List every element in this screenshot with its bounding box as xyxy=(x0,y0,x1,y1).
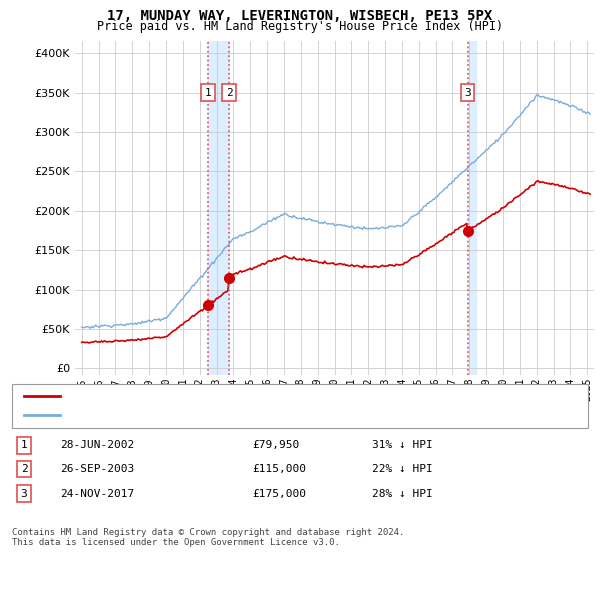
Text: 2: 2 xyxy=(226,87,232,97)
Text: £115,000: £115,000 xyxy=(252,464,306,474)
Text: HPI: Average price, detached house, Fenland: HPI: Average price, detached house, Fenl… xyxy=(72,411,341,420)
Text: 28-JUN-2002: 28-JUN-2002 xyxy=(60,441,134,450)
Text: 17, MUNDAY WAY, LEVERINGTON, WISBECH, PE13 5PX: 17, MUNDAY WAY, LEVERINGTON, WISBECH, PE… xyxy=(107,9,493,23)
Text: 3: 3 xyxy=(464,87,471,97)
Text: Contains HM Land Registry data © Crown copyright and database right 2024.
This d: Contains HM Land Registry data © Crown c… xyxy=(12,528,404,548)
Text: £79,950: £79,950 xyxy=(252,441,299,450)
Text: 1: 1 xyxy=(20,441,28,450)
Text: 17, MUNDAY WAY, LEVERINGTON, WISBECH, PE13 5PX (detached house): 17, MUNDAY WAY, LEVERINGTON, WISBECH, PE… xyxy=(72,391,466,401)
Text: 24-NOV-2017: 24-NOV-2017 xyxy=(60,489,134,499)
Text: 31% ↓ HPI: 31% ↓ HPI xyxy=(372,441,433,450)
Bar xyxy=(467,41,476,375)
Text: 26-SEP-2003: 26-SEP-2003 xyxy=(60,464,134,474)
Text: Price paid vs. HM Land Registry's House Price Index (HPI): Price paid vs. HM Land Registry's House … xyxy=(97,20,503,33)
Text: 22% ↓ HPI: 22% ↓ HPI xyxy=(372,464,433,474)
Text: 2: 2 xyxy=(20,464,28,474)
Text: 1: 1 xyxy=(205,87,211,97)
Bar xyxy=(208,41,229,375)
Text: 3: 3 xyxy=(20,489,28,499)
Text: 28% ↓ HPI: 28% ↓ HPI xyxy=(372,489,433,499)
Text: £175,000: £175,000 xyxy=(252,489,306,499)
